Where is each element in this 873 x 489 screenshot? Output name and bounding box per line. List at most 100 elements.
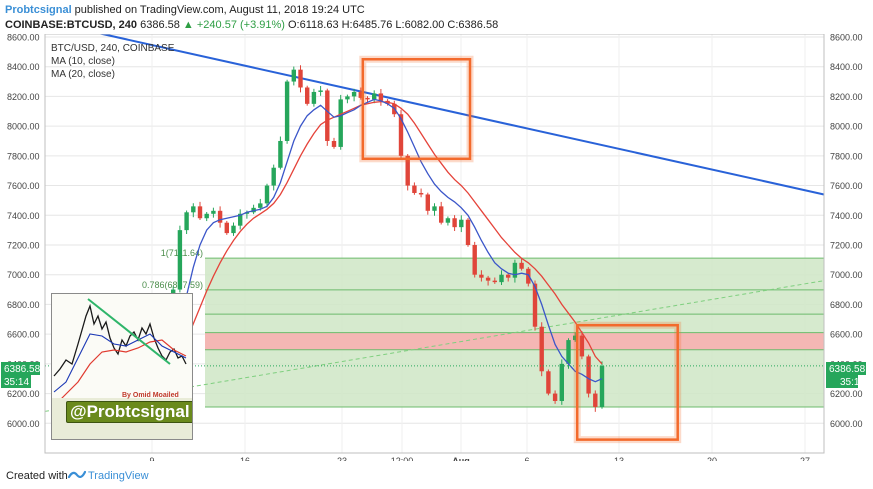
candle-body xyxy=(519,262,524,269)
author-inset-image: By Omid Moailed @Probtcsignal xyxy=(51,293,193,440)
y-tick-label-left: 6000.00 xyxy=(7,419,40,429)
y-tick-label-right: 6600.00 xyxy=(830,330,863,340)
candle-body xyxy=(284,81,290,141)
candle-body xyxy=(351,91,357,97)
y-tick-label-right: 8200.00 xyxy=(830,92,863,102)
candle-body xyxy=(405,155,410,186)
candle-body xyxy=(244,212,250,214)
fib-label: 0.786(6897.59) xyxy=(142,280,203,290)
x-axis: 9 16 23 12:00 Aug 6 13 20 27 xyxy=(149,456,810,461)
y-tick-label-left: 7600.00 xyxy=(7,181,40,191)
price-change: ▲ +240.57 (+3.91%) xyxy=(182,19,285,31)
y-tick-label-right: 7200.00 xyxy=(830,240,863,250)
candle-body xyxy=(459,219,464,228)
candle-body xyxy=(566,340,571,364)
candle-body xyxy=(251,207,256,213)
candle-body xyxy=(271,167,276,186)
y-tick-label-left: 6800.00 xyxy=(7,300,40,310)
x-tick-label: Aug xyxy=(452,456,470,461)
candle-body xyxy=(224,222,229,234)
candle-body xyxy=(197,206,203,219)
x-tick-label: 27 xyxy=(800,456,810,461)
trendlines xyxy=(44,30,825,412)
x-tick-label: 16 xyxy=(240,456,250,461)
candle-body xyxy=(452,218,457,228)
y-tick-label-left: 8200.00 xyxy=(7,92,40,102)
candle-body xyxy=(305,87,310,104)
candle-body xyxy=(231,225,236,234)
y-tick-label-left: 8000.00 xyxy=(7,122,40,132)
candle-body xyxy=(177,230,183,290)
candle-body xyxy=(425,194,430,211)
price-badge-left-timer: 35:14 xyxy=(4,377,29,388)
y-tick-label-left: 8400.00 xyxy=(7,62,40,72)
x-tick-label: 9 xyxy=(149,456,154,461)
y-tick-label-left: 7200.00 xyxy=(7,240,40,250)
price-badge-right: 6386.58 35:14 xyxy=(826,362,866,388)
y-tick-label-left: 6600.00 xyxy=(7,330,40,340)
tradingview-logo-icon[interactable] xyxy=(68,468,86,482)
candle-body xyxy=(331,140,337,147)
x-tick-label: 23 xyxy=(337,456,347,461)
header-line-1: Probtcsignal published on TradingView.co… xyxy=(5,4,365,16)
y-tick-label-right: 6000.00 xyxy=(830,419,863,429)
y-tick-label-right: 7000.00 xyxy=(830,270,863,280)
author-link[interactable]: Probtcsignal xyxy=(5,4,72,16)
price-badge-right-price: 6386.58 xyxy=(829,364,866,375)
x-tick-label: 20 xyxy=(707,456,717,461)
candle-body xyxy=(398,114,404,156)
candle-body xyxy=(485,277,491,281)
inset-author-label: By Omid Moailed xyxy=(122,392,179,399)
legend-ma10: MA (10, close) xyxy=(51,56,115,67)
candle-body xyxy=(365,97,370,100)
candle-body xyxy=(278,140,283,168)
candle-body xyxy=(492,280,497,283)
chart-header: Probtcsignal published on TradingView.co… xyxy=(0,0,873,34)
y-tick-label-right: 8400.00 xyxy=(830,62,863,72)
candle-body xyxy=(439,206,444,223)
candle-body xyxy=(418,192,424,195)
candle-body xyxy=(432,206,437,211)
tradingview-link[interactable]: TradingView xyxy=(88,470,149,482)
y-tick-label-right: 7400.00 xyxy=(830,211,863,221)
x-tick-label: 12:00 xyxy=(391,456,414,461)
resistance-zone xyxy=(205,332,824,350)
footer: Created with TradingView xyxy=(0,461,873,489)
ohlc-values: O:6118.63 H:6485.76 L:6082.00 C:6386.58 xyxy=(288,19,499,31)
y-tick-label-left: 8600.00 xyxy=(7,32,40,42)
ascending-dashed-trendline xyxy=(44,280,825,412)
legend-title: BTC/USD, 240, COINBASE xyxy=(51,43,175,54)
candle-body xyxy=(184,212,189,231)
candle-body xyxy=(378,93,384,101)
candle-body xyxy=(217,210,223,223)
bottom-highlight-box xyxy=(575,323,679,441)
candle-body xyxy=(345,96,350,100)
candle-body xyxy=(532,283,538,327)
candle-body xyxy=(191,206,196,213)
y-tick-label-left: 7400.00 xyxy=(7,211,40,221)
candle-body xyxy=(573,335,578,341)
candle-body xyxy=(479,274,484,278)
y-tick-label-right: 7800.00 xyxy=(830,151,863,161)
y-tick-label-right: 6200.00 xyxy=(830,389,863,399)
y-tick-label-right: 7600.00 xyxy=(830,181,863,191)
y-axis-left: 6000.006200.006400.006600.006800.007000.… xyxy=(7,32,40,428)
candle-body xyxy=(472,244,477,275)
y-tick-label-right: 8600.00 xyxy=(830,32,863,42)
current-price: 6386.58 xyxy=(140,19,180,31)
candle-body xyxy=(372,93,377,100)
candle-body xyxy=(546,371,551,394)
candle-body xyxy=(238,213,243,226)
y-tick-label-left: 7800.00 xyxy=(7,151,40,161)
symbol-label[interactable]: COINBASE:BTCUSD, 240 xyxy=(5,19,138,31)
plot-border xyxy=(44,33,825,454)
candle-body xyxy=(358,91,363,98)
candle-body xyxy=(593,393,598,407)
created-with-label: Created with xyxy=(6,470,68,482)
candle-body xyxy=(311,91,317,104)
x-tick-label: 13 xyxy=(614,456,624,461)
candle-body xyxy=(506,274,511,278)
candle-body xyxy=(512,262,518,278)
y-tick-label-left: 7000.00 xyxy=(7,270,40,280)
candle-body xyxy=(559,363,564,401)
